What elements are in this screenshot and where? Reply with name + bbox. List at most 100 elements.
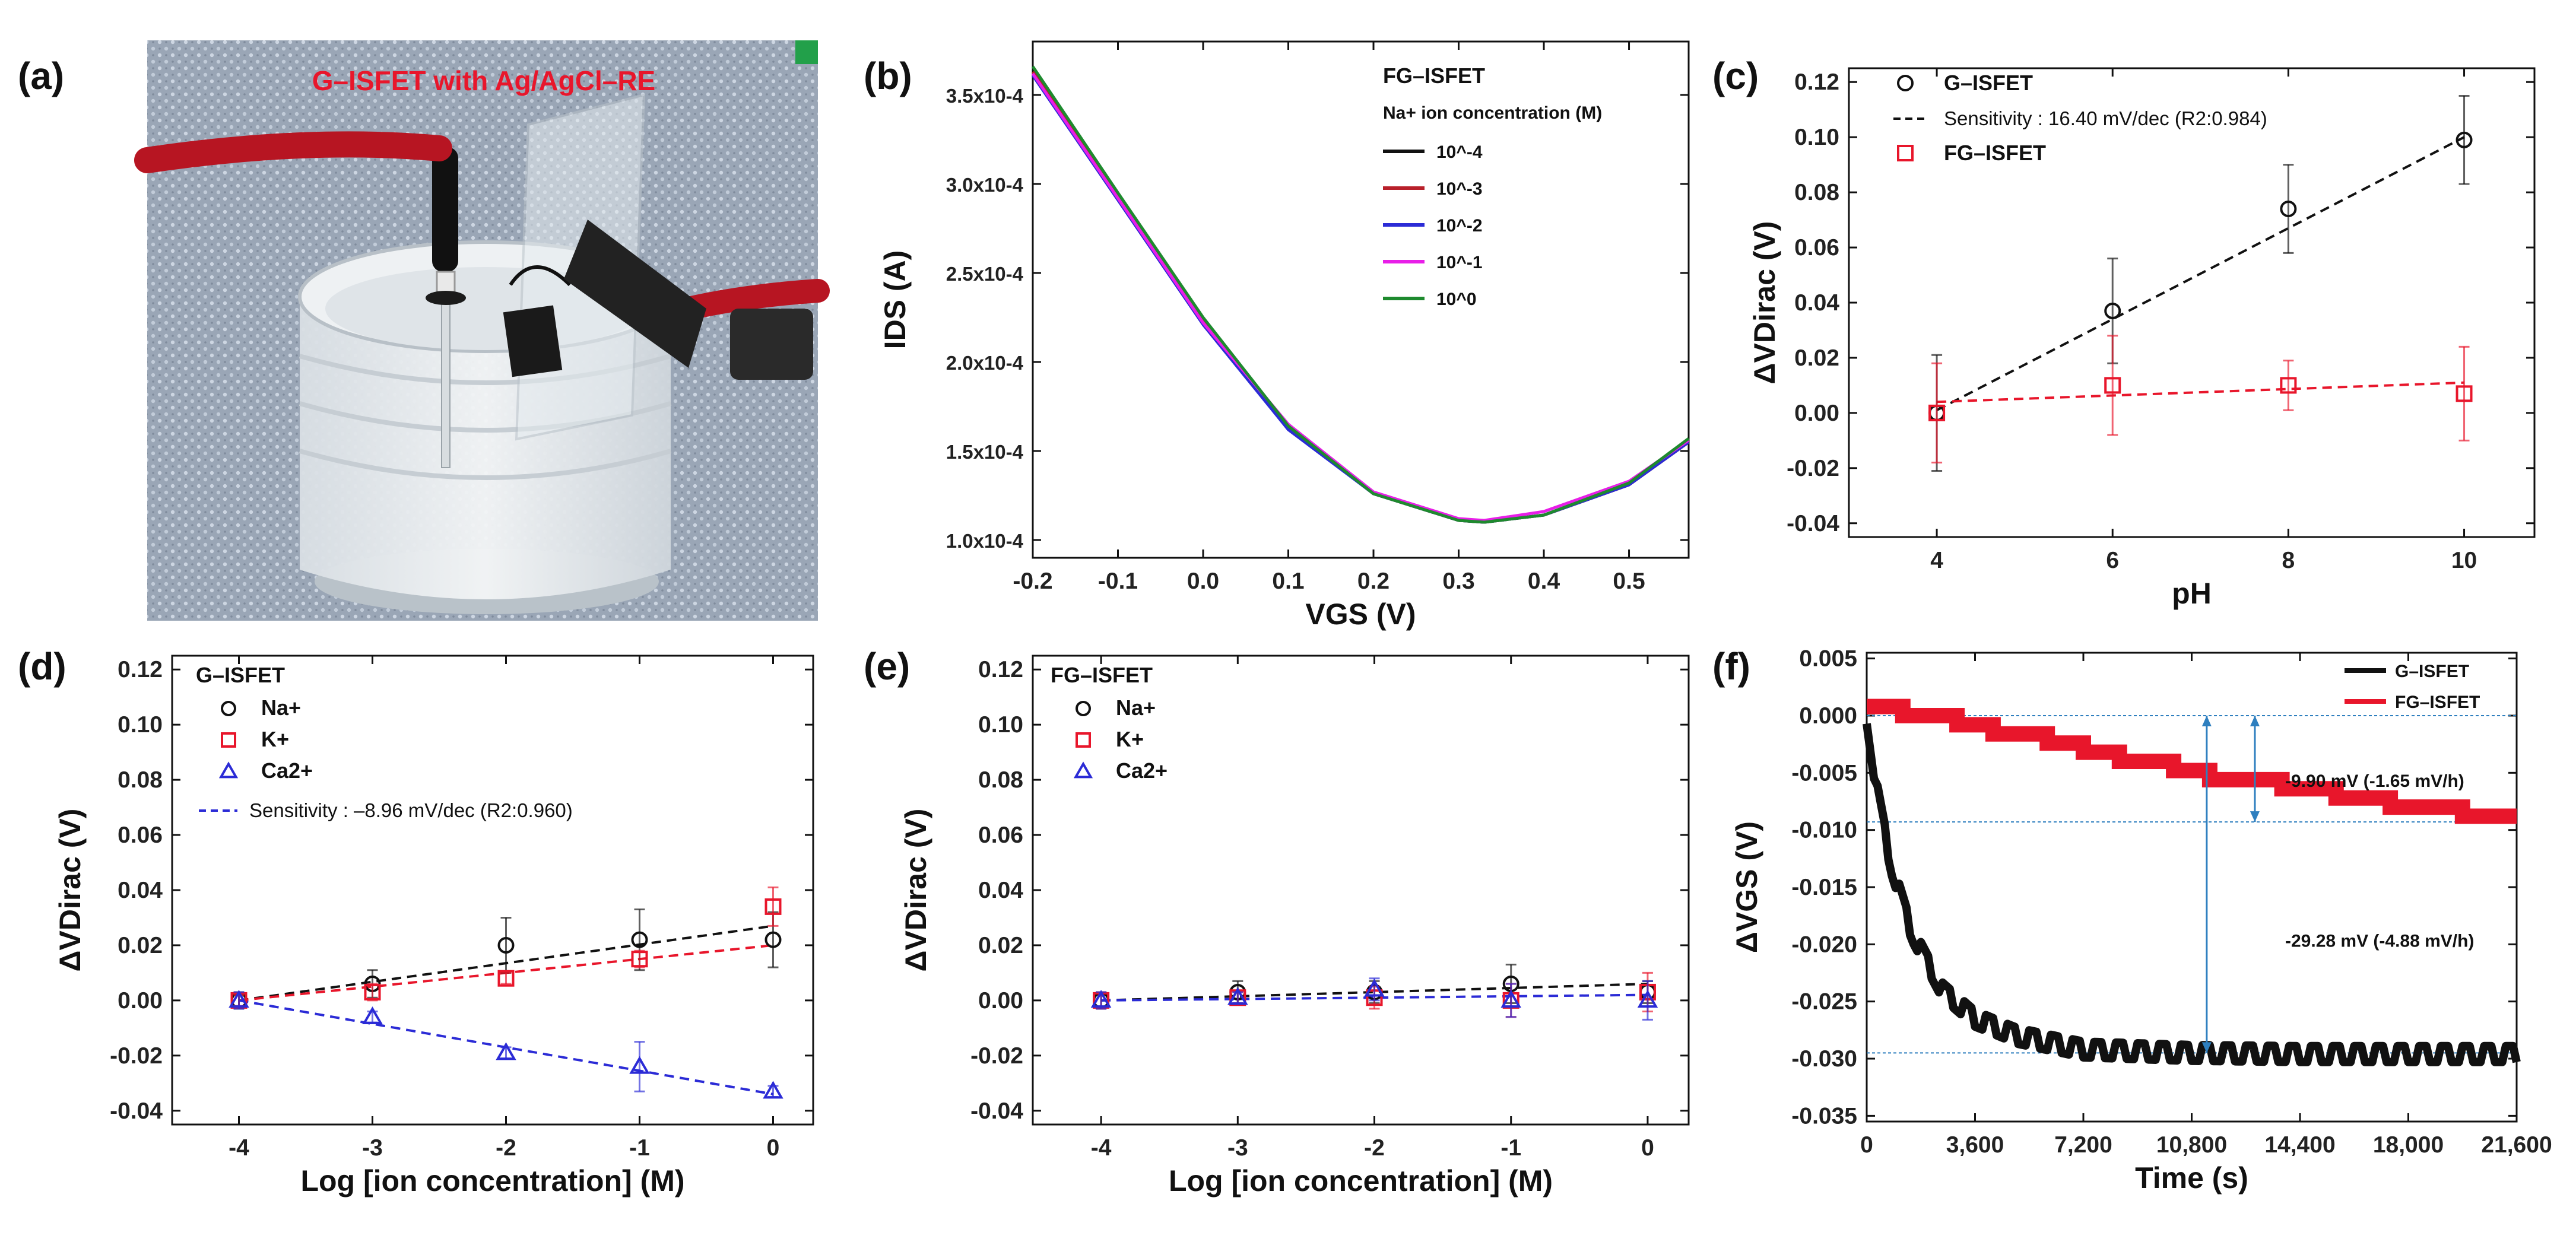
x-tick-label: -3: [362, 1135, 383, 1161]
plot-frame: [1032, 655, 1690, 1126]
data-point: [763, 1081, 783, 1099]
chart-e-fg-isfet-ions: -4 -3 -2 -1 0 -0.04 -0.02 0.00 0.02 0.04 0.06 0.08 0…: [899, 655, 1690, 1197]
legend-label: G–ISFET: [1944, 71, 2033, 95]
legend-label: Ca2+: [1116, 758, 1168, 783]
fit-line: [1101, 983, 1648, 1002]
x-tick-label: 0: [767, 1135, 780, 1161]
legend-marker: [1897, 75, 1914, 91]
y-tick-label: 0.12: [118, 657, 163, 682]
legend-marker: [1073, 761, 1093, 779]
x-tick-label: 10: [2451, 548, 2477, 573]
panel-label-a: (a): [18, 55, 64, 97]
electrode-cap: [432, 147, 458, 272]
y-tick-label: 0.02: [118, 933, 163, 958]
jar-ridge-3: [299, 449, 672, 480]
legend-label: K+: [1116, 727, 1144, 751]
electrode-ring: [426, 291, 466, 305]
y-tick-label: -0.02: [110, 1043, 163, 1069]
data-point: [764, 898, 782, 915]
photo-panel: G–ISFET with Ag/AgCl–RE: [134, 40, 830, 621]
panel-label-e: (e): [864, 645, 910, 688]
fit-line: [1101, 993, 1648, 1002]
panel-label-d: (d): [18, 645, 66, 688]
x-tick-label: 21,600: [2481, 1132, 2552, 1158]
x-tick-label: 0: [1860, 1132, 1873, 1158]
legend-title: FG–ISFET: [1051, 663, 1153, 687]
y-tick-label: -0.035: [1791, 1103, 1857, 1129]
data-point: [2456, 131, 2473, 148]
data-point: [1090, 990, 1112, 1008]
photo-caption: G–ISFET with Ag/AgCl–RE: [312, 65, 655, 96]
chart-c-ph-response: 4 6 8 10 -0.04 -0.02 0.00 0.02 0.04 0.06 0.08 0.10 0…: [1748, 67, 2536, 610]
y-tick-label: 0.06: [978, 822, 1023, 848]
x-tick-label: 8: [2282, 548, 2295, 573]
y-tick-label: 3.5x10-4: [946, 85, 1024, 107]
y-tick-label: -0.04: [1787, 511, 1839, 536]
y-tick-label: 0.005: [1799, 646, 1857, 672]
data-point: [2280, 377, 2297, 394]
legend-label: 10^0: [1436, 290, 1477, 309]
fit-line: [1937, 381, 2464, 404]
x-tick-label: 0: [1641, 1135, 1654, 1161]
electrode-glass: [441, 295, 451, 468]
iv-curve: [1031, 69, 1690, 524]
y-tick-label: -0.04: [970, 1098, 1023, 1124]
iv-curve: [1031, 72, 1690, 522]
data-point: [631, 951, 648, 968]
y-tick-label: 0.08: [118, 767, 163, 793]
iv-curve: [1031, 65, 1690, 524]
plot-frame: [1032, 40, 1690, 559]
y-tick-label: -0.02: [970, 1043, 1023, 1069]
plot-frame: [1848, 67, 2536, 538]
y-tick-label: 2.0x10-4: [946, 352, 1024, 374]
panel-label-f: (f): [1712, 645, 1750, 688]
y-tick-label: 0.00: [118, 988, 163, 1014]
y-tick-label: 0.06: [1794, 235, 1839, 261]
green-corner: [795, 40, 818, 64]
sensitivity-label: Sensitivity : 16.40 mV/dec (R2:0.984): [1944, 107, 2267, 129]
legend-label: Ca2+: [261, 758, 313, 783]
legend-marker: [1076, 701, 1091, 716]
y-axis-label: ΔVDirac (V): [53, 809, 87, 972]
data-point: [1637, 990, 1658, 1008]
y-tick-label: 0.08: [978, 767, 1023, 793]
x-axis-label: Time (s): [2135, 1161, 2248, 1195]
x-tick-label: -4: [1091, 1135, 1112, 1161]
x-tick-label: 0.1: [1272, 568, 1304, 594]
legend-label: 10^-1: [1436, 253, 1483, 272]
iv-curve: [1031, 71, 1690, 524]
data-point: [229, 990, 249, 1008]
x-tick-label: -2: [1364, 1135, 1385, 1161]
data-point: [1928, 404, 1946, 421]
x-axis-label: pH: [2172, 577, 2212, 610]
arrow-head: [2250, 715, 2260, 726]
legend-label: G–ISFET: [2395, 662, 2469, 681]
y-tick-label: 0.00: [978, 988, 1023, 1014]
data-point: [2280, 201, 2297, 217]
data-point: [2456, 385, 2473, 402]
legend-subtitle: Na+ ion concentration (M): [1383, 103, 1602, 123]
x-tick-label: -0.2: [1013, 568, 1052, 594]
data-point: [631, 931, 648, 948]
arrow-head: [2250, 811, 2260, 822]
chart-d-g-isfet-ions: -4 -3 -2 -1 0 -0.04 -0.02 0.00 0.02 0.04 0.06 0.08 0…: [53, 655, 814, 1197]
y-tick-label: 0.00: [1794, 401, 1839, 426]
legend-marker: [218, 761, 239, 779]
g-isfet-trace: [1863, 723, 2521, 1066]
y-tick-label: 0.10: [978, 712, 1023, 738]
red-cable-left: [134, 131, 452, 173]
x-axis-label: Log [ion concentration] (M): [300, 1164, 684, 1197]
x-axis-label: VGS (V): [1305, 598, 1416, 631]
chart-f-drift: 0 3,600 7,200 10,800 14,400 18,000 21,600 -0.03…: [1730, 646, 2552, 1195]
legend-marker: [1076, 732, 1091, 748]
legend-label: Na+: [261, 695, 301, 720]
y-axis-label: ΔVDirac (V): [899, 809, 932, 972]
x-tick-label: 14,400: [2264, 1132, 2335, 1158]
y-tick-label: 0.04: [118, 878, 163, 903]
data-point: [2104, 302, 2121, 319]
y-tick-label: -0.010: [1791, 818, 1857, 843]
y-tick-label: -0.025: [1791, 989, 1857, 1015]
y-tick-label: 0.02: [1794, 345, 1839, 371]
x-tick-label: -0.1: [1098, 568, 1138, 594]
